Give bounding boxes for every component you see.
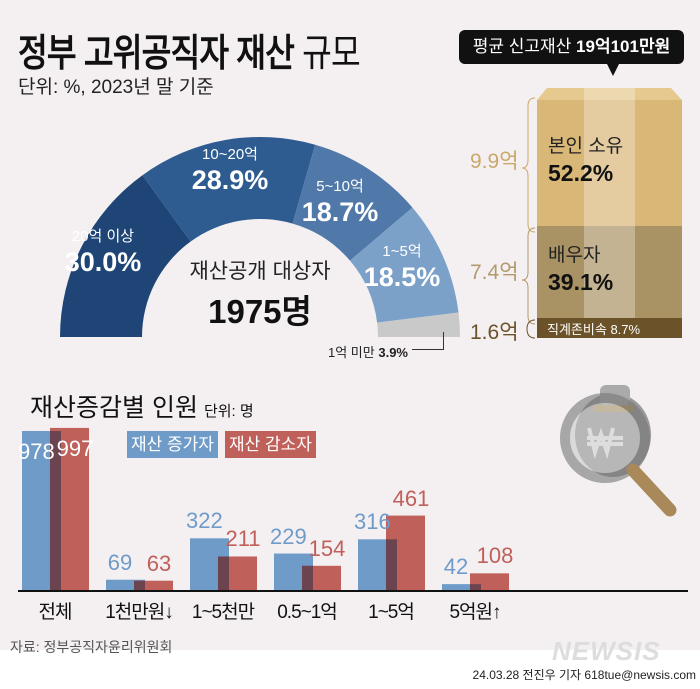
value-label-decrease: 997 [56, 435, 94, 461]
bar-chart [18, 427, 688, 592]
bar-overlap [302, 565, 313, 591]
segment-label-3: 1~5억 18.5% [363, 243, 441, 292]
bubble-value: 19억101만원 [576, 37, 671, 56]
bar-overlap [470, 584, 481, 591]
category-label: 전체 [38, 602, 73, 623]
value-label-increase: 69 [107, 549, 133, 575]
value-label-decrease: 461 [392, 485, 430, 511]
value-label-increase: 229 [270, 523, 307, 549]
box-spouse [537, 226, 682, 318]
segment-label-0: 20억 이상 30.0% [64, 228, 142, 277]
category-label: 0.5~1억 [277, 602, 338, 623]
donut-center-label: 재산공개 대상자 1975명 [189, 260, 331, 330]
category-label: 1~5억 [368, 602, 415, 623]
category-label: 1천만원↓ [105, 602, 174, 623]
category-label: 5억원↑ [449, 602, 501, 623]
bar-overlap [386, 539, 397, 591]
box-lid [537, 88, 682, 100]
donut-segment-3 [349, 207, 459, 323]
bar-decrease [134, 580, 173, 591]
bar-overlap [218, 556, 229, 591]
credit: 24.03.28 전진우 기자 618tue@newsis.com [472, 668, 696, 682]
legend-decrease: 재산 감소자 [225, 431, 316, 458]
section-title: 재산증감별 인원 단위: 명 [30, 394, 254, 422]
legend-increase: 재산 증가자 [127, 431, 218, 458]
value-label-decrease: 154 [308, 535, 346, 561]
box-label-own: 본인 소유 52.2% [548, 136, 624, 186]
title-bold: 정부 고위공직자 재산 [18, 33, 295, 75]
brace-spouse [521, 227, 536, 325]
segment-label-2: 5~10억 18.7% [301, 178, 379, 227]
leader-line [412, 349, 444, 350]
asset-box [521, 88, 682, 339]
brace-own [521, 97, 536, 233]
half-donut-chart [60, 137, 460, 337]
bar-overlap [134, 580, 145, 591]
page-title: 정부 고위공직자 재산 규모 [18, 22, 361, 77]
bar-increase [106, 579, 145, 591]
unit-note: 단위: %, 2023년 말 기준 [18, 77, 214, 98]
box-tape [584, 88, 635, 318]
value-label-decrease: 63 [146, 550, 172, 576]
value-label-increase: 978 [18, 439, 55, 464]
amount-family: 1.6억 [470, 321, 519, 344]
donut-segment-0 [60, 175, 191, 337]
segment-label-4: 1억 미만 3.9% [328, 345, 408, 360]
donut-segment-2 [292, 144, 413, 261]
newsis-logo: NEWSIS [552, 636, 661, 666]
value-label-increase: 316 [354, 509, 391, 535]
amount-spouse: 7.4억 [470, 261, 519, 284]
amount-own: 9.9억 [470, 150, 519, 173]
bubble-prefix: 평균 신고재산 [472, 37, 577, 56]
box-own [537, 100, 682, 226]
value-label-increase: 322 [186, 508, 223, 534]
title-light: 규모 [302, 33, 361, 75]
value-label-decrease: 211 [225, 526, 261, 552]
bar-overlap [50, 431, 61, 591]
leader-line [443, 332, 444, 350]
box-label-spouse: 배우자 39.1% [548, 245, 614, 295]
value-label-decrease: 108 [476, 543, 514, 569]
box-label-family: 직계존비속 8.7% [547, 322, 641, 337]
magnifier-money-bag-icon [560, 385, 677, 517]
category-label: 1~5천만 [191, 602, 255, 623]
bar-increase [442, 584, 481, 591]
segment-label-1: 10~20억 28.9% [191, 146, 269, 195]
brace-family [526, 319, 536, 339]
donut-segment-4 [377, 312, 460, 337]
average-assets-bubble: 평균 신고재산 19억101만원 [459, 30, 684, 76]
box-family [537, 318, 682, 338]
value-label-increase: 42 [443, 554, 469, 580]
donut-segment-1 [142, 137, 316, 242]
source-note: 자료: 정부공직자윤리위원회 [10, 639, 173, 655]
